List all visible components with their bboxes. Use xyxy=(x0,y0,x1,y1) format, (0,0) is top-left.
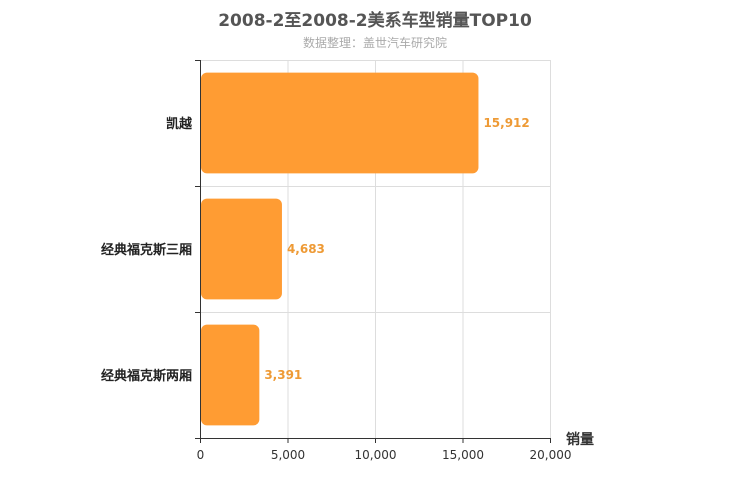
x-tick-label: 15,000 xyxy=(442,448,484,462)
x-tick-label: 0 xyxy=(197,448,205,462)
category-label-1: 凯越 xyxy=(166,116,193,132)
data-label-2: 4,683 xyxy=(287,242,325,256)
data-label-3: 3,391 xyxy=(264,368,302,382)
labels: 15,912 凯越 4,683 经典福克斯三厢 3,391 经典福克斯两厢 0 5,000 10… xyxy=(101,116,572,462)
bar-2 xyxy=(201,198,282,300)
bar-3 xyxy=(201,324,260,426)
axes xyxy=(195,60,551,443)
x-tick-label: 20,000 xyxy=(530,448,572,462)
x-tick-label: 10,000 xyxy=(355,448,397,462)
bar-1 xyxy=(201,72,479,174)
chart-title: 2008-2至2008-2美系车型销量TOP10 xyxy=(218,11,532,31)
category-label-2: 经典福克斯三厢 xyxy=(101,242,192,258)
category-label-3: 经典福克斯两厢 xyxy=(101,368,192,384)
chart-subtitle: 数据整理：盖世汽车研究院 xyxy=(302,36,447,50)
x-axis-title: 销量 xyxy=(566,431,594,448)
bars xyxy=(201,72,479,426)
x-tick-label: 5,000 xyxy=(271,448,305,462)
data-label-1: 15,912 xyxy=(483,116,529,130)
